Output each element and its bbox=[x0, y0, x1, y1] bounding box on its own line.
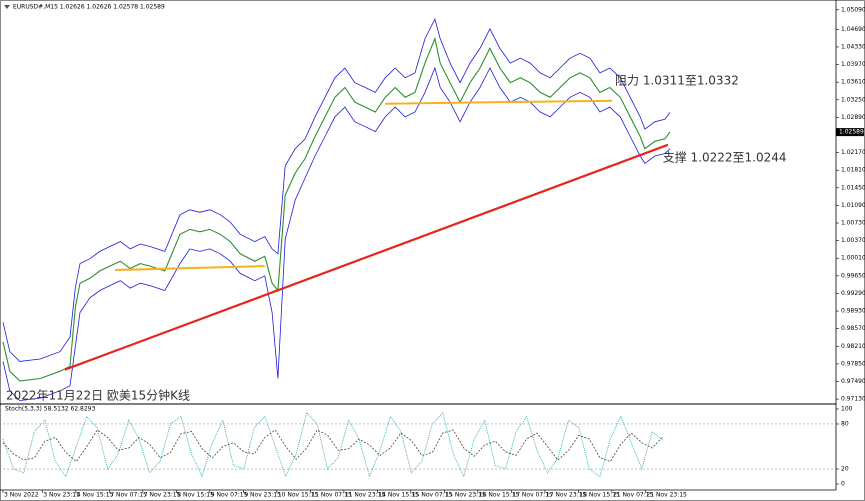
signal-line bbox=[2, 429, 663, 463]
trendline bbox=[385, 99, 612, 105]
x-tick-label: 17 Nov 07:15 bbox=[512, 492, 553, 499]
x-tick-label: 17 Nov 23:15 bbox=[546, 492, 587, 499]
y-tick-label: 1.05090 bbox=[841, 6, 865, 13]
y-tick-label: 0.97850 bbox=[841, 360, 865, 367]
y-tick-label: 1.04330 bbox=[841, 43, 865, 50]
x-tick-label: 4 Nov 15:15 bbox=[77, 492, 114, 499]
x-tick-label: 14 Nov 15:15 bbox=[378, 492, 419, 499]
x-tick-label: 16 Nov 15:15 bbox=[479, 492, 520, 499]
y-tick-label: 0.98930 bbox=[841, 308, 865, 315]
y-tick-label: 0.99290 bbox=[841, 290, 865, 297]
trendline bbox=[64, 143, 669, 371]
y-tick-label: 1.01450 bbox=[841, 184, 865, 191]
x-tick-label: 18 Nov 15:15 bbox=[579, 492, 620, 499]
y-tick-label: 0.97130 bbox=[841, 396, 865, 403]
price-line bbox=[2, 36, 671, 382]
y-tick-label: 1.03250 bbox=[841, 96, 865, 103]
x-tick-label: 15 Nov 23:15 bbox=[445, 492, 486, 499]
x-tick-label: 21 Nov 23:15 bbox=[646, 492, 687, 499]
y-tick-label: 0 bbox=[841, 481, 845, 488]
trendline bbox=[114, 265, 265, 271]
y-tick-label: 1.01810 bbox=[841, 167, 865, 174]
stoch-title: Stoch(5,3,3) 58.5132 62.8293 bbox=[5, 406, 96, 413]
x-tick-label: 11 Nov 23:15 bbox=[345, 492, 386, 499]
x-tick-label: 11 Nov 07:15 bbox=[311, 492, 352, 499]
band-line bbox=[2, 66, 671, 402]
x-tick-label: 7 Nov 23:15 bbox=[144, 492, 181, 499]
y-tick-label: 1.03970 bbox=[841, 61, 865, 68]
y-tick-label: 0.99650 bbox=[841, 272, 865, 279]
y-tick-label: 1.00730 bbox=[841, 220, 865, 227]
y-tick-label: 1.00010 bbox=[841, 255, 865, 262]
y-tick-label: 1.03610 bbox=[841, 79, 865, 86]
x-tick-label: 10 Nov 15:15 bbox=[278, 492, 319, 499]
x-tick-label: 7 Nov 07:15 bbox=[110, 492, 147, 499]
x-tick-label: 3 Nov 2022 bbox=[4, 492, 39, 499]
x-tick-label: 9 Nov 23:15 bbox=[244, 492, 281, 499]
y-tick-label: 1.02170 bbox=[841, 149, 865, 156]
y-tick-label: 1.01090 bbox=[841, 202, 865, 209]
x-tick-label: 21 Nov 07:15 bbox=[613, 492, 654, 499]
y-tick-label: 20 bbox=[841, 466, 849, 473]
x-tick-label: 15 Nov 07:15 bbox=[412, 492, 453, 499]
y-tick-label: 100 bbox=[841, 405, 853, 412]
y-tick-label: 1.00370 bbox=[841, 237, 865, 244]
symbol-icon bbox=[4, 5, 10, 9]
band-line bbox=[2, 17, 671, 362]
main-line bbox=[2, 411, 663, 478]
last-price-label: 1.02589 bbox=[839, 129, 864, 136]
x-tick-label: 8 Nov 15:15 bbox=[177, 492, 214, 499]
annotation: 阻力 1.0311至1.0332 bbox=[615, 74, 739, 88]
caption: 2022年11月22日 欧美15分钟K线 bbox=[6, 388, 190, 403]
last-price-tag bbox=[836, 128, 864, 137]
x-tick-label: 3 Nov 23:15 bbox=[43, 492, 80, 499]
y-tick-label: 0.98570 bbox=[841, 325, 865, 332]
annotation: 支撑 1.0222至1.0244 bbox=[663, 149, 787, 164]
y-tick-label: 80 bbox=[841, 420, 849, 427]
y-tick-label: 0.98210 bbox=[841, 343, 865, 350]
y-tick-label: 0.97490 bbox=[841, 378, 865, 385]
y-tick-label: 1.02890 bbox=[841, 114, 865, 121]
chart-title: EURUSD#,M15 1.02626 1.02626 1.02578 1.02… bbox=[13, 4, 165, 11]
x-tick-label: 9 Nov 07:15 bbox=[211, 492, 248, 499]
y-tick-label: 1.04690 bbox=[841, 26, 865, 33]
